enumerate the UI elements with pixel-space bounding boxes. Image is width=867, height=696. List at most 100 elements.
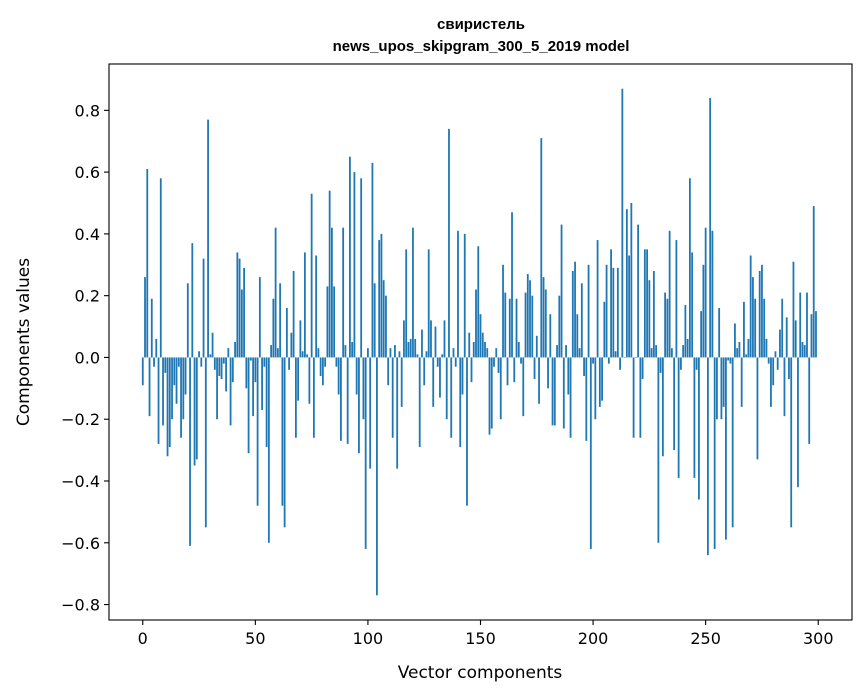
bar-159 [499, 357, 502, 420]
bar-163 [508, 298, 511, 358]
bar-298 [812, 206, 815, 358]
bar-224 [646, 249, 649, 358]
bar-202 [596, 240, 599, 358]
bar-283 [779, 329, 781, 358]
bar-176 [538, 357, 540, 404]
bar-217 [630, 203, 633, 358]
bar-100 [367, 348, 369, 358]
bar-173 [531, 295, 534, 358]
bar-277 [765, 338, 768, 358]
bar-292 [799, 292, 802, 358]
bar-184 [556, 345, 558, 358]
bar-90 [344, 345, 347, 358]
bar-206 [605, 264, 608, 358]
bar-137 [450, 357, 453, 438]
bar-174 [533, 357, 536, 380]
bar-117 [405, 249, 408, 358]
bar-106 [380, 233, 383, 358]
bar-15 [175, 357, 178, 404]
bar-144 [466, 357, 468, 506]
bar-146 [470, 357, 473, 383]
bar-29 [207, 119, 209, 358]
bar-168 [520, 357, 522, 364]
bar-215 [625, 209, 628, 358]
bar-203 [598, 357, 601, 407]
bar-83 [328, 190, 331, 358]
bar-282 [776, 357, 779, 370]
bar-187 [562, 357, 565, 429]
bar-253 [711, 230, 714, 358]
bar-200 [592, 357, 594, 364]
bar-120 [412, 227, 414, 358]
bar-20 [186, 283, 189, 358]
bar-285 [783, 357, 786, 417]
bar-155 [490, 357, 493, 429]
bar-232 [664, 292, 667, 358]
bar-131 [436, 357, 439, 367]
bar-212 [619, 357, 621, 370]
bar-54 [263, 357, 266, 367]
bar-150 [479, 314, 482, 358]
bar-169 [522, 357, 525, 417]
bar-273 [756, 357, 759, 460]
x-tick-label: 100 [353, 629, 384, 648]
bar-6 [155, 338, 158, 358]
bar-64 [285, 308, 288, 358]
bar-234 [668, 230, 671, 358]
bar-220 [637, 224, 640, 358]
bar-138 [452, 348, 455, 358]
bar-91 [346, 357, 349, 444]
bar-132 [439, 357, 441, 398]
bar-79 [319, 357, 322, 376]
bar-233 [666, 298, 669, 358]
bar-186 [560, 224, 563, 358]
bar-62 [281, 357, 284, 506]
bar-38 [227, 348, 230, 358]
bar-151 [481, 332, 484, 358]
bar-113 [396, 357, 399, 469]
bar-242 [686, 338, 689, 358]
y-tick-label: 0.4 [75, 225, 100, 244]
bar-216 [628, 255, 630, 358]
bar-178 [542, 277, 545, 358]
bar-218 [632, 357, 635, 438]
bar-123 [418, 357, 421, 448]
bar-147 [472, 342, 475, 358]
bar-89 [342, 227, 345, 358]
bar-135 [445, 357, 448, 420]
bar-36 [222, 357, 225, 364]
bar-116 [403, 320, 405, 358]
bar-17 [180, 357, 182, 438]
bar-86 [335, 357, 338, 367]
bar-25 [198, 351, 200, 358]
bar-134 [443, 320, 446, 358]
bar-161 [504, 292, 507, 358]
y-tick-label: 0.8 [75, 101, 100, 120]
bar-260 [727, 357, 730, 361]
bar-81 [324, 357, 327, 367]
bar-66 [290, 332, 293, 358]
bar-243 [688, 178, 691, 358]
bar-257 [720, 357, 723, 420]
bar-77 [315, 255, 318, 358]
bar-162 [506, 357, 509, 386]
bar-140 [457, 230, 459, 358]
bar-172 [529, 280, 531, 358]
bar-207 [607, 357, 610, 364]
bar-31 [211, 332, 214, 358]
bar-34 [218, 357, 221, 376]
bar-33 [216, 357, 218, 420]
bar-195 [580, 283, 583, 358]
bar-46 [245, 357, 248, 389]
bar-126 [425, 351, 428, 358]
bar-208 [610, 249, 612, 358]
bar-114 [398, 351, 401, 358]
bar-278 [767, 357, 770, 364]
bar-280 [772, 357, 775, 386]
bar-129 [432, 357, 435, 407]
bar-47 [247, 357, 250, 454]
bar-237 [675, 240, 678, 358]
bar-104 [376, 357, 378, 596]
bar-56 [267, 357, 270, 543]
